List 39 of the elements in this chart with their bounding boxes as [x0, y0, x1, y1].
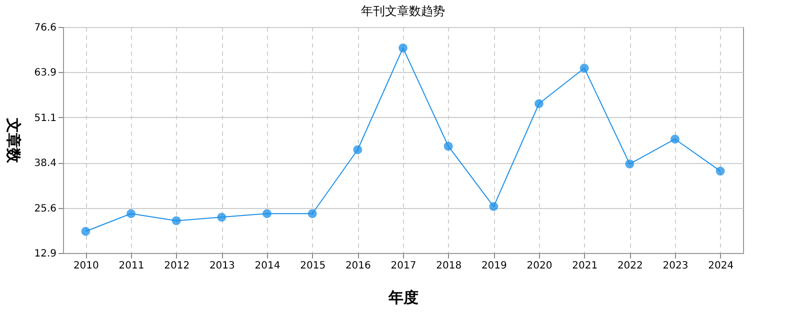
point: [81, 226, 90, 236]
y-tick-label: 76.6: [34, 22, 56, 34]
x-tick-label: 2013: [209, 260, 235, 272]
x-tick-label: 2011: [118, 260, 144, 272]
point: [716, 166, 725, 176]
point: [172, 216, 181, 226]
point: [489, 202, 498, 211]
x-tick-label: 2022: [617, 260, 643, 272]
x-tick-label: 2024: [708, 260, 734, 272]
point: [670, 134, 680, 144]
point: [308, 209, 317, 218]
x-tick-label: 2017: [390, 260, 416, 272]
y-tick-label: 51.1: [34, 112, 56, 124]
y-tick-label: 12.9: [34, 248, 56, 260]
x-axis-title: 年度: [388, 288, 418, 306]
chart-title: 年刊文章数趋势: [361, 4, 445, 18]
y-tick-label: 63.9: [34, 68, 56, 79]
x-tick-label: 2020: [526, 260, 552, 272]
x-tick-label: 2012: [164, 260, 190, 272]
point: [126, 209, 136, 218]
point: [625, 159, 634, 168]
point: [353, 145, 362, 154]
x-tick-label: 2018: [436, 260, 462, 272]
x-tick-label: 2014: [254, 260, 280, 272]
point: [398, 43, 408, 52]
y-axis-title: 文章数: [4, 117, 22, 164]
point: [217, 212, 226, 222]
x-tick-label: 2019: [481, 260, 507, 272]
point: [534, 99, 544, 108]
x-tick-label: 2010: [73, 260, 99, 272]
point: [262, 209, 272, 218]
point: [444, 142, 453, 151]
x-tick-label: 2015: [300, 260, 326, 272]
point: [580, 64, 589, 73]
x-tick-label: 2021: [572, 260, 598, 272]
x-tick-label: 2023: [662, 260, 688, 272]
y-tick-label: 38.4: [34, 158, 56, 170]
y-tick-label: 25.6: [34, 203, 56, 214]
x-tick-label: 2016: [345, 260, 371, 272]
